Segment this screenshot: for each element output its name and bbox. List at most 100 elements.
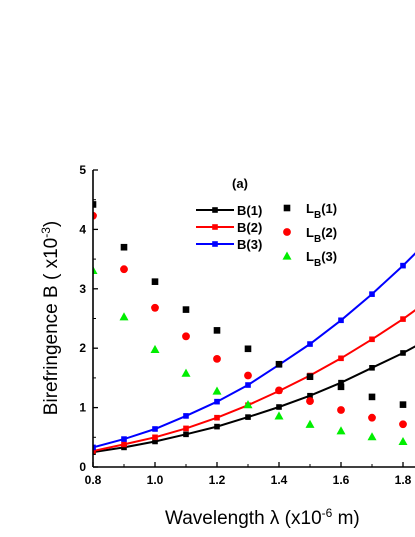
data-point xyxy=(306,397,314,405)
data-point xyxy=(119,312,129,321)
y-tick-label: 1 xyxy=(79,401,86,415)
data-point xyxy=(244,345,252,353)
data-point xyxy=(182,332,190,341)
y-axis-title-main: Birefringence B ( x10 xyxy=(41,238,62,415)
data-point xyxy=(181,368,191,377)
data-point xyxy=(150,344,160,353)
y-tick-label: 0 xyxy=(79,460,86,474)
data-point xyxy=(368,413,376,422)
data-point xyxy=(121,441,127,448)
data-point xyxy=(243,400,253,409)
data-point xyxy=(152,434,158,441)
legend-marker xyxy=(212,224,218,230)
data-point xyxy=(182,306,190,313)
data-point xyxy=(368,393,376,401)
series-1 xyxy=(93,345,415,455)
data-point xyxy=(121,436,127,442)
data-point xyxy=(213,327,221,334)
series-line xyxy=(93,309,415,452)
legend-label: LB(3) xyxy=(306,249,337,269)
ticks: 0.8 1.0 1.2 1.4 1.6 1.8 0 1 2 3 4 5 xyxy=(79,163,411,487)
legend-marker xyxy=(212,241,218,247)
data-point xyxy=(398,436,408,446)
x-axis-title-exponent: -6 xyxy=(322,506,333,520)
data-point xyxy=(400,316,406,322)
y-axis-title-exponent: -3 xyxy=(39,227,53,238)
series-3 xyxy=(93,252,415,451)
data-point xyxy=(369,336,375,343)
data-point xyxy=(152,438,158,445)
data-point xyxy=(338,379,344,386)
data-point xyxy=(121,444,127,451)
legend-label-main: L xyxy=(306,201,314,216)
data-point xyxy=(93,211,97,220)
data-point xyxy=(183,413,189,419)
y-axis-title-tail: ) xyxy=(41,221,62,227)
data-point xyxy=(244,371,252,380)
data-point xyxy=(183,425,189,432)
legend-marker xyxy=(282,251,292,260)
data-point xyxy=(307,341,313,347)
data-point xyxy=(275,386,283,395)
legend-marker xyxy=(283,204,291,212)
x-tick-label: 1.4 xyxy=(271,473,288,487)
legend-label-subscript: B xyxy=(314,258,321,269)
data-point xyxy=(152,426,158,432)
x-tick-label: 0.8 xyxy=(85,473,102,487)
legend-label: B(1) xyxy=(237,203,262,218)
data-point xyxy=(151,278,159,285)
series-6 xyxy=(93,265,408,446)
series-4 xyxy=(93,201,407,408)
data-point xyxy=(400,350,406,356)
data-point xyxy=(276,404,282,410)
data-point xyxy=(400,262,406,269)
x-tick-label: 1.0 xyxy=(147,473,164,487)
data-point xyxy=(338,355,344,362)
legend-label-subscript: B xyxy=(314,210,321,221)
legend-label: B(3) xyxy=(237,237,262,252)
plot-area xyxy=(93,201,415,455)
data-point xyxy=(338,317,344,324)
legend-label-main: L xyxy=(306,225,314,240)
data-point xyxy=(274,411,284,420)
data-point xyxy=(306,373,314,381)
data-point xyxy=(399,420,407,429)
x-axis-title-tail: m) xyxy=(332,508,359,529)
data-point xyxy=(93,448,96,454)
panel-label: (a) xyxy=(232,176,248,191)
legend-label-tail: (2) xyxy=(321,225,337,240)
data-point xyxy=(212,386,222,395)
legend-marker xyxy=(283,228,291,236)
x-axis-title-main: Wavelength λ (x10 xyxy=(165,508,322,529)
legend-label: B(2) xyxy=(237,220,262,235)
y-tick-label: 3 xyxy=(79,282,86,296)
y-tick-label: 2 xyxy=(79,341,86,355)
data-point xyxy=(214,423,220,430)
series-line xyxy=(93,345,415,454)
data-point xyxy=(369,291,375,297)
legend: B(1)B(2)B(3)LB(1)LB(2)LB(3) xyxy=(196,201,337,269)
y-tick-label: 5 xyxy=(79,163,86,177)
y-tick-label: 4 xyxy=(79,222,86,236)
data-point xyxy=(369,365,375,371)
legend-label: LB(1) xyxy=(306,201,337,221)
legend-label: LB(2) xyxy=(306,225,337,245)
data-point xyxy=(337,406,345,414)
legend-label-tail: (3) xyxy=(321,249,337,264)
data-point xyxy=(93,265,98,274)
data-point xyxy=(307,392,313,399)
data-point xyxy=(336,426,346,435)
legend-label-main: L xyxy=(306,249,314,264)
x-axis-title: Wavelength λ (x10-6 m) xyxy=(165,506,360,529)
data-point xyxy=(337,383,345,391)
x-tick-label: 1.2 xyxy=(209,473,226,487)
x-tick-label: 1.6 xyxy=(333,473,350,487)
data-point xyxy=(93,201,97,208)
data-point xyxy=(245,382,251,388)
legend-marker xyxy=(212,207,218,213)
data-point xyxy=(120,243,128,251)
data-point xyxy=(93,444,96,451)
data-point xyxy=(367,432,377,441)
data-point xyxy=(151,303,159,312)
